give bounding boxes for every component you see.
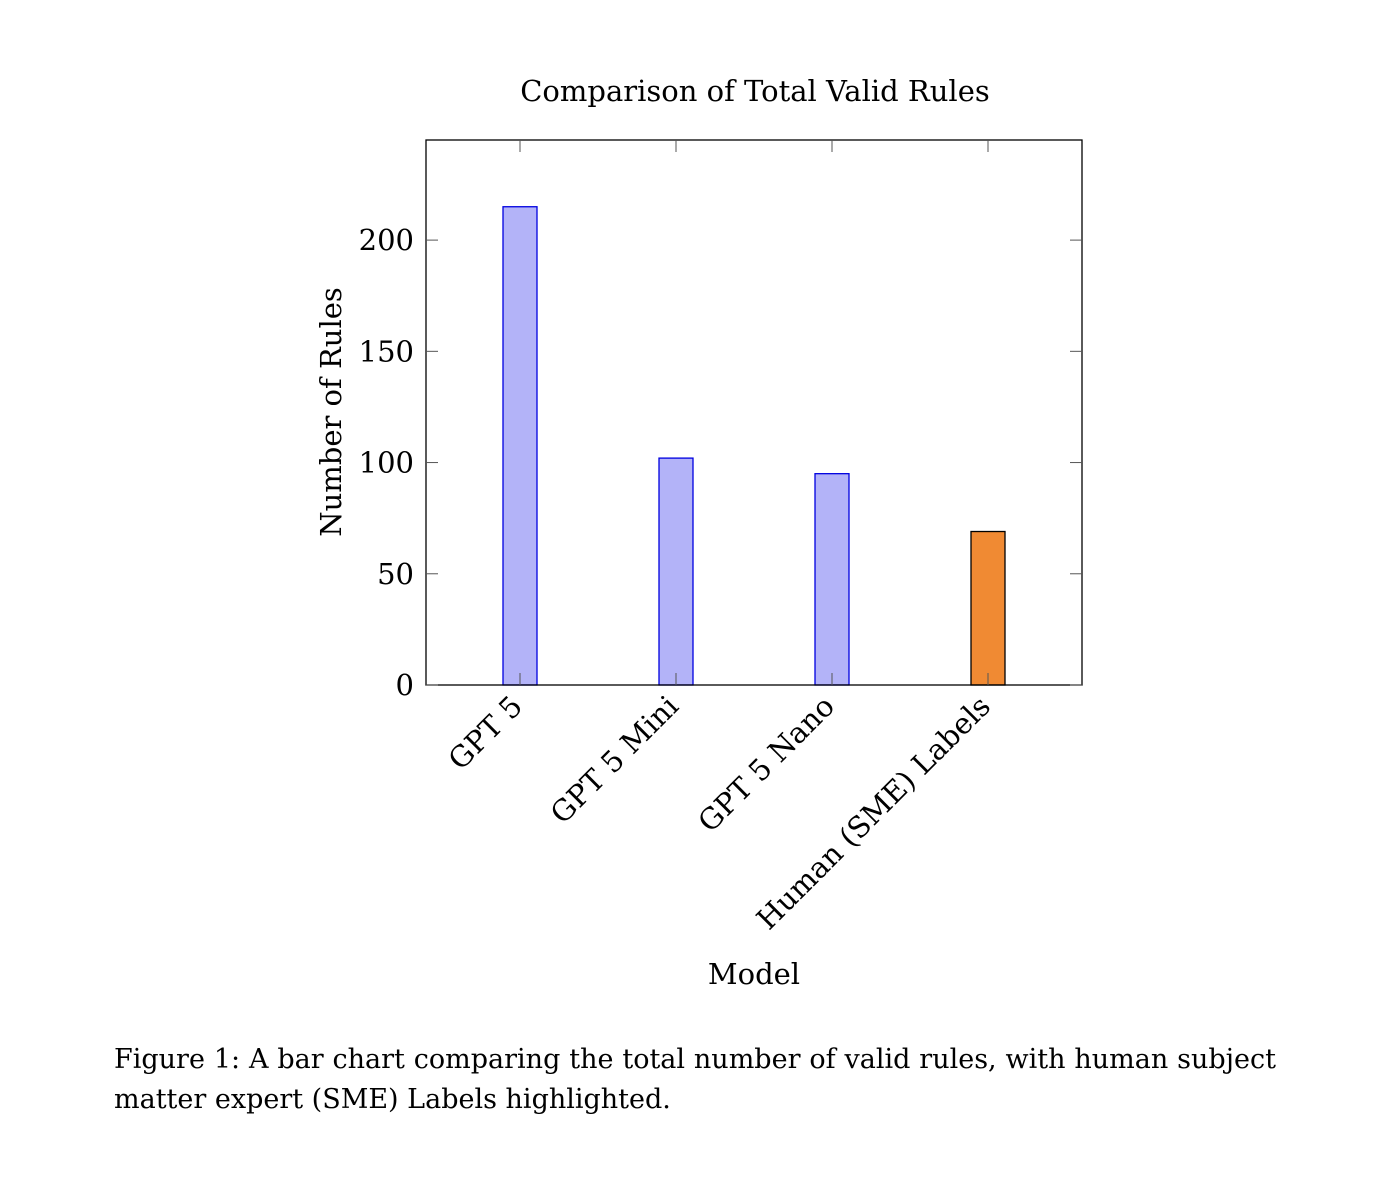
y-tick-label: 0 bbox=[396, 668, 414, 702]
x-tick-label: GPT 5 Nano bbox=[691, 689, 841, 839]
figure-caption: Figure 1: A bar chart comparing the tota… bbox=[114, 1044, 1276, 1115]
bar-gpt-5-nano bbox=[814, 473, 850, 686]
y-tick-label: 200 bbox=[359, 223, 414, 257]
y-axis: 0 50 100 150 200 bbox=[359, 223, 1082, 702]
y-tick-label: 50 bbox=[377, 557, 414, 591]
x-tick-label: GPT 5 Mini bbox=[544, 689, 685, 830]
plot-frame bbox=[425, 139, 1083, 686]
y-tick-label: 100 bbox=[359, 446, 414, 480]
chart-title: Comparison of Total Valid Rules bbox=[520, 74, 990, 108]
y-tick-label: 150 bbox=[359, 334, 414, 368]
x-tick-label: GPT 5 bbox=[442, 689, 529, 776]
x-axis-label: Model bbox=[708, 957, 800, 991]
bar-human-sme-labels bbox=[970, 530, 1006, 686]
bar-gpt-5-mini bbox=[658, 457, 694, 686]
y-axis-label: Number of Rules bbox=[314, 287, 348, 537]
bar-chart: Comparison of Total Valid Rules 0 50 100 15… bbox=[314, 74, 1083, 991]
bar-gpt-5 bbox=[502, 206, 538, 686]
plot-area bbox=[502, 206, 1006, 686]
